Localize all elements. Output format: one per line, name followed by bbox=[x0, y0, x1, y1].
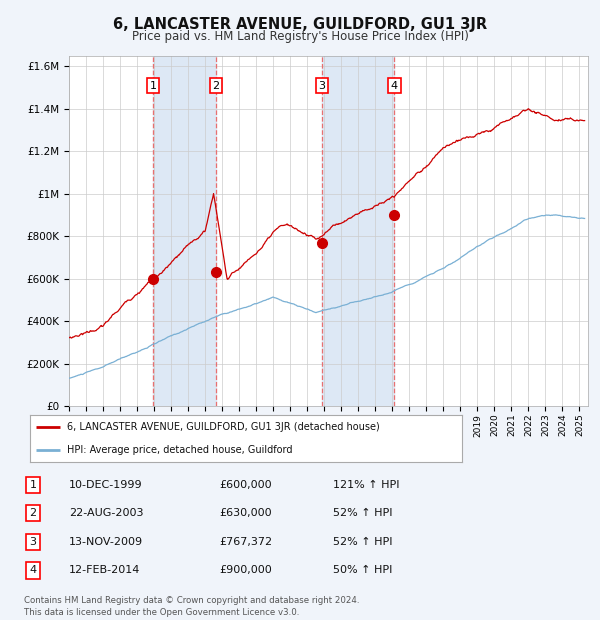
Text: 3: 3 bbox=[29, 537, 37, 547]
Text: 13-NOV-2009: 13-NOV-2009 bbox=[69, 537, 143, 547]
Text: 2: 2 bbox=[212, 81, 220, 91]
Text: 6, LANCASTER AVENUE, GUILDFORD, GU1 3JR (detached house): 6, LANCASTER AVENUE, GUILDFORD, GU1 3JR … bbox=[67, 422, 379, 432]
Text: £900,000: £900,000 bbox=[219, 565, 272, 575]
Text: 50% ↑ HPI: 50% ↑ HPI bbox=[333, 565, 392, 575]
Text: Contains HM Land Registry data © Crown copyright and database right 2024.
This d: Contains HM Land Registry data © Crown c… bbox=[24, 596, 359, 617]
Text: 1: 1 bbox=[29, 480, 37, 490]
Text: HPI: Average price, detached house, Guildford: HPI: Average price, detached house, Guil… bbox=[67, 445, 292, 455]
Text: 6, LANCASTER AVENUE, GUILDFORD, GU1 3JR: 6, LANCASTER AVENUE, GUILDFORD, GU1 3JR bbox=[113, 17, 487, 32]
Text: £630,000: £630,000 bbox=[219, 508, 272, 518]
Text: 52% ↑ HPI: 52% ↑ HPI bbox=[333, 537, 392, 547]
Text: 4: 4 bbox=[391, 81, 398, 91]
Text: 1: 1 bbox=[149, 81, 157, 91]
Bar bbox=[153, 56, 216, 406]
Text: 52% ↑ HPI: 52% ↑ HPI bbox=[333, 508, 392, 518]
Text: 12-FEB-2014: 12-FEB-2014 bbox=[69, 565, 140, 575]
Text: 10-DEC-1999: 10-DEC-1999 bbox=[69, 480, 143, 490]
Text: £767,372: £767,372 bbox=[219, 537, 272, 547]
Text: 4: 4 bbox=[29, 565, 37, 575]
Text: 2: 2 bbox=[29, 508, 37, 518]
Text: 22-AUG-2003: 22-AUG-2003 bbox=[69, 508, 143, 518]
Bar bbox=[322, 56, 394, 406]
Text: 3: 3 bbox=[319, 81, 326, 91]
Text: Price paid vs. HM Land Registry's House Price Index (HPI): Price paid vs. HM Land Registry's House … bbox=[131, 30, 469, 43]
Text: 121% ↑ HPI: 121% ↑ HPI bbox=[333, 480, 400, 490]
Text: £600,000: £600,000 bbox=[219, 480, 272, 490]
